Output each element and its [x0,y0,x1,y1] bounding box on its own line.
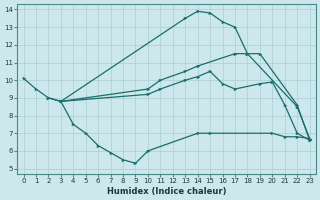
X-axis label: Humidex (Indice chaleur): Humidex (Indice chaleur) [107,187,226,196]
